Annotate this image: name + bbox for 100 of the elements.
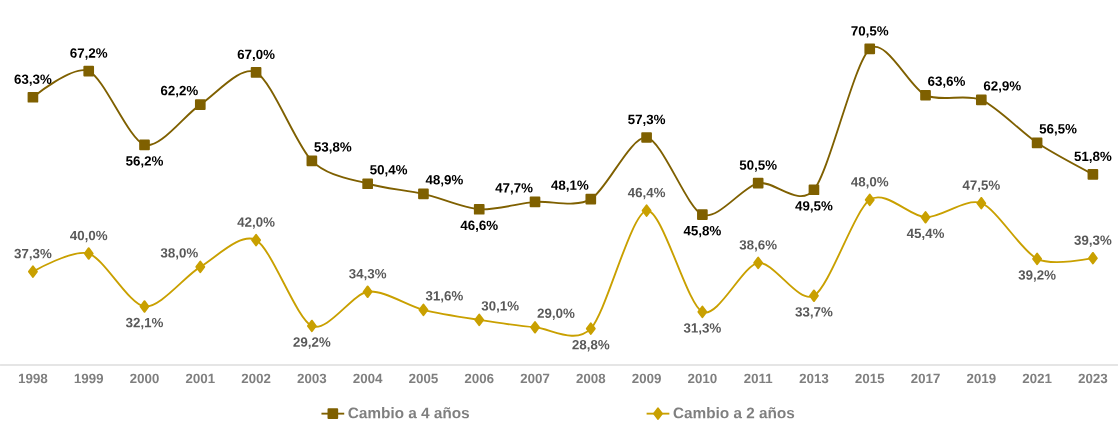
x-tick-label: 2021 (1022, 373, 1052, 384)
point (920, 89, 931, 101)
data-label: 63,3% (14, 74, 52, 86)
point (27, 265, 38, 278)
point (194, 99, 206, 110)
data-label: 37,3% (14, 248, 52, 261)
point (83, 247, 94, 260)
data-label: 67,0% (237, 49, 275, 62)
point (83, 65, 95, 77)
data-label: 49,5% (795, 201, 833, 213)
data-label: 34,3% (349, 268, 387, 281)
data-label: 31,6% (425, 291, 463, 303)
x-tick-label: 2004 (353, 373, 383, 384)
x-tick-label: 2011 (744, 373, 773, 384)
point (362, 178, 373, 190)
x-tick-label: 1999 (74, 373, 104, 384)
point (306, 319, 317, 333)
point (251, 233, 262, 247)
data-label: 47,5% (962, 180, 1000, 192)
x-tick-label: 2017 (911, 373, 940, 384)
point (1031, 137, 1043, 149)
data-label: 50,5% (739, 160, 777, 172)
data-label: 45,8% (683, 225, 721, 238)
data-label: 53,8% (314, 142, 352, 154)
point (585, 193, 597, 205)
data-label: 46,6% (460, 220, 498, 232)
x-tick-label: 2009 (632, 373, 661, 384)
data-label: 45,4% (906, 228, 945, 241)
x-tick-label: 2010 (688, 373, 717, 384)
x-tick-label: 2002 (241, 373, 271, 384)
data-label: 46,4% (627, 187, 666, 200)
data-label: 51,8% (1074, 151, 1112, 163)
x-tick-label: 2008 (576, 373, 606, 384)
point (809, 289, 819, 303)
data-label: 30,1% (481, 301, 519, 313)
data-label: 38,0% (160, 248, 198, 260)
data-label: 63,6% (928, 76, 966, 88)
data-label: 57,3% (628, 114, 666, 127)
data-label: 50,4% (370, 165, 408, 177)
x-tick-label: 2001 (185, 373, 215, 384)
point (474, 313, 485, 327)
x-tick-label: 2003 (297, 373, 327, 384)
x-tick-label: 2023 (1078, 373, 1108, 384)
data-label: 31,3% (683, 323, 721, 335)
x-tick-label: 2007 (520, 373, 550, 384)
x-tick-label: 2013 (799, 373, 829, 384)
data-label: 48,1% (551, 180, 589, 192)
data-label: 42,0% (237, 217, 275, 229)
point (529, 196, 541, 208)
point (975, 94, 987, 106)
x-tick-label: 2019 (966, 373, 996, 384)
x-tick-label: 2005 (409, 373, 438, 384)
point (697, 209, 708, 220)
data-label: 33,7% (795, 307, 833, 319)
data-label: 38,6% (739, 240, 777, 252)
data-label: 39,2% (1018, 270, 1056, 282)
point (920, 211, 931, 224)
data-label: 48,9% (425, 175, 463, 187)
data-label: 47,7% (495, 183, 533, 195)
data-label: 29,0% (537, 308, 575, 320)
point (139, 300, 150, 313)
data-label: 32,1% (125, 317, 164, 330)
legend-label: Cambio a 4 años (348, 407, 470, 419)
data-label: 62,9% (983, 81, 1021, 93)
point (752, 177, 764, 189)
data-label: 28,8% (572, 340, 610, 352)
legend-label: Cambio a 2 años (673, 407, 795, 419)
point (195, 260, 206, 274)
data-label: 56,5% (1039, 124, 1077, 136)
point (250, 67, 262, 78)
point (1087, 251, 1098, 265)
point (585, 322, 596, 335)
point (306, 155, 318, 167)
x-tick-label: 1998 (18, 373, 48, 384)
x-tick-label: 2000 (130, 373, 159, 384)
data-label: 67,2% (70, 48, 108, 60)
point (1032, 252, 1043, 266)
data-label: 62,2% (160, 85, 198, 98)
point (808, 184, 820, 196)
data-label: 39,3% (1074, 235, 1112, 247)
point (1087, 169, 1099, 180)
data-label: 48,0% (851, 177, 889, 189)
point (641, 132, 652, 143)
point (362, 285, 373, 299)
point (976, 196, 987, 210)
point (530, 321, 540, 334)
point (27, 91, 39, 103)
data-label: 70,5% (851, 26, 889, 38)
x-tick-label: 2006 (464, 373, 494, 384)
point (473, 203, 485, 215)
point (418, 188, 429, 200)
point (753, 256, 764, 270)
point (697, 305, 708, 319)
point (864, 43, 876, 55)
data-label: 40,0% (70, 230, 108, 243)
data-label: 29,2% (293, 337, 331, 349)
x-tick-label: 2015 (855, 373, 885, 384)
point (864, 193, 875, 207)
point (418, 303, 429, 317)
point (641, 204, 652, 217)
